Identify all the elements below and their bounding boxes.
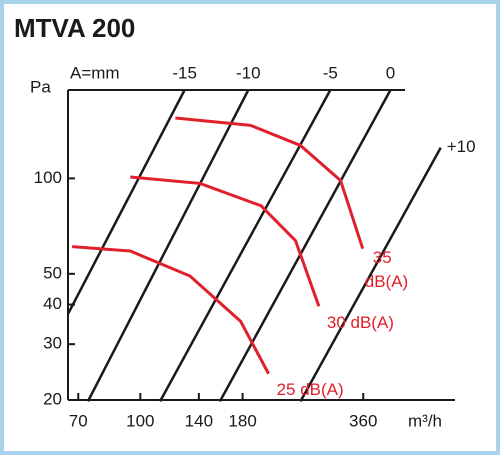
x-tick-label: 360 (349, 411, 377, 430)
y-axis-label: Pa (30, 77, 51, 96)
damper-label: -15 (172, 63, 197, 82)
damper-line (218, 89, 392, 402)
chart-title: MTVA 200 (14, 13, 135, 43)
x-tick-label: 70 (69, 411, 88, 430)
curve-label: 25 dB(A) (277, 380, 344, 399)
curve-label: 35 (373, 248, 392, 267)
x-axis-label: m³/h (408, 411, 442, 430)
noise-curve (72, 245, 270, 375)
damper-label: -5 (323, 63, 338, 82)
y-tick-label: 40 (43, 294, 62, 313)
x-tick-label: 140 (185, 411, 213, 430)
y-tick-label: 50 (43, 263, 62, 282)
y-tick-label: 100 (34, 168, 62, 187)
noise-curve (175, 116, 365, 250)
top-axis-label: A=mm (70, 63, 120, 82)
damper-label: 0 (386, 63, 395, 82)
damper-label: -10 (236, 63, 261, 82)
damper-line (67, 89, 186, 315)
x-tick-label: 100 (126, 411, 154, 430)
y-tick-label: 20 (43, 389, 62, 408)
curve-label: dB(A) (365, 272, 408, 291)
curve-label: 30 dB(A) (327, 313, 394, 332)
noise-curve (130, 175, 321, 307)
damper-label: +10 (447, 137, 476, 156)
y-tick-label: 30 (43, 334, 62, 353)
damper-line (299, 147, 442, 402)
damper-line (158, 89, 332, 402)
x-tick-label: 180 (228, 411, 256, 430)
damper-line (86, 89, 250, 402)
